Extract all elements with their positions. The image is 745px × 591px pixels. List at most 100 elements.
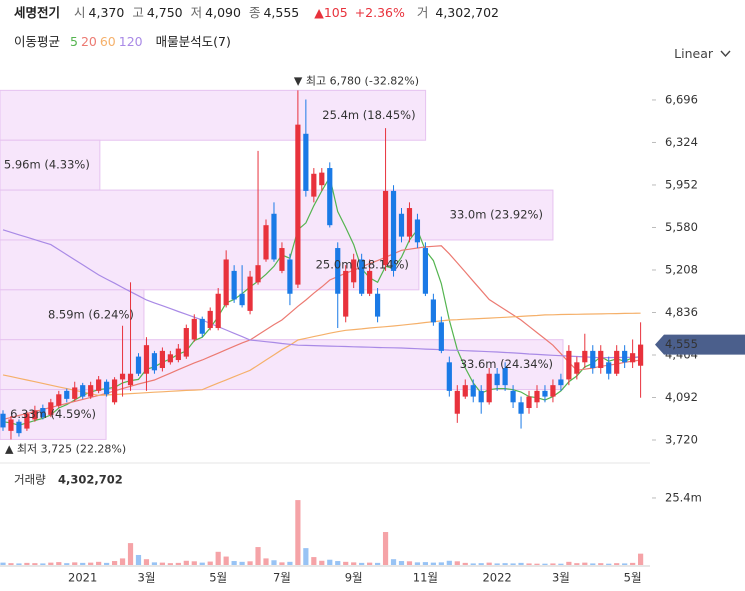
volume-total: 4,302,702 <box>58 473 123 487</box>
scale-menu[interactable]: Linear <box>674 46 731 61</box>
volume-bar <box>80 562 86 565</box>
candle-body <box>247 276 253 311</box>
candle-body <box>16 421 22 434</box>
volume-bar <box>622 563 628 565</box>
candle-body <box>80 385 86 397</box>
volume-bar <box>398 561 405 565</box>
candle-body <box>335 248 341 294</box>
candle-body <box>614 350 620 374</box>
volume-bar <box>287 561 293 565</box>
x-tick-label: 3월 <box>552 571 570 585</box>
candle-body <box>558 379 564 386</box>
volume-bar <box>223 556 229 565</box>
candle-body <box>343 270 349 317</box>
volume-bar <box>327 559 333 565</box>
volume-bar <box>24 562 30 565</box>
candle-body <box>390 190 397 271</box>
candle-body <box>398 213 405 237</box>
candle-body <box>526 396 532 409</box>
profile-band <box>0 339 564 391</box>
volume-bar <box>454 561 460 565</box>
ma-legend-entry: 60 <box>99 34 116 49</box>
candle-body <box>574 362 580 374</box>
candle-body <box>566 350 572 380</box>
volume-bar <box>574 563 580 565</box>
candle-body <box>486 373 492 403</box>
candle-body <box>598 350 604 369</box>
candle-body <box>231 270 237 300</box>
low-marker: ▲ 최저 3,725 (22.28%) <box>5 442 126 455</box>
profile-label: 5.96m (4.33%) <box>4 158 90 172</box>
candle-body <box>582 350 588 363</box>
profile-band <box>0 139 101 191</box>
candle-body <box>638 344 644 366</box>
candle-body <box>287 259 293 294</box>
y-tick-label: 4,836 <box>665 305 698 319</box>
candle-body <box>630 353 636 363</box>
candle-body <box>494 373 500 386</box>
candle-body <box>606 362 612 374</box>
volume-bar <box>606 563 612 565</box>
volume-bar <box>207 561 213 565</box>
stock-name: 세명전기 <box>14 5 61 20</box>
ma-label: 이동평균 <box>14 34 61 49</box>
candle-body <box>48 402 54 415</box>
change: ▲105 <box>314 5 348 20</box>
volume-bar <box>231 561 237 565</box>
y-tick-label: 6,324 <box>665 135 698 149</box>
candle-body <box>382 190 389 266</box>
candle-body <box>622 350 628 363</box>
x-tick-label: 2022 <box>482 571 511 585</box>
volume-bar <box>382 532 389 565</box>
field-value: 4,370 <box>88 5 125 20</box>
candle-body <box>223 259 229 306</box>
scale-label[interactable]: Linear <box>674 46 714 61</box>
y-tick-label: 6,696 <box>665 92 698 106</box>
volume-bar <box>343 561 349 565</box>
volume-bar <box>159 562 165 565</box>
volume-bar <box>590 563 596 565</box>
profile-band <box>0 239 420 291</box>
volume-bar <box>510 563 516 565</box>
candle-body <box>590 350 596 369</box>
candle-body <box>327 168 333 226</box>
candle-body <box>271 213 277 260</box>
volume-bar <box>446 560 452 565</box>
volume-bar <box>239 561 245 565</box>
candle-body <box>143 345 150 374</box>
x-tick-label: 5월 <box>209 571 227 585</box>
change-pct: +2.36% <box>354 5 405 20</box>
candle-body <box>303 133 309 191</box>
x-tick-label: 7월 <box>273 571 291 585</box>
volume-bar <box>40 563 46 565</box>
volume-tick-label: 25.4m <box>665 490 702 504</box>
ma-legend-entry: 120 <box>118 34 143 49</box>
chevron[interactable] <box>720 50 731 58</box>
x-tick-label: 2021 <box>68 571 97 585</box>
volume-title: 거래량 <box>14 473 46 487</box>
field-value: 4,555 <box>263 5 300 20</box>
volume-bar <box>32 563 38 565</box>
candle-body <box>367 270 373 294</box>
volume-bar <box>64 563 70 565</box>
quote-header: 세명전기 시 4,370 고 4,750 저 4,090 종 4,555 ▲105 +2.36… <box>14 2 502 21</box>
volume-bar <box>88 562 94 565</box>
candle-body <box>414 219 421 243</box>
candle-body <box>32 410 38 420</box>
volume-bar <box>614 563 620 565</box>
ma-legend: 이동평균 5 20 60 120 매물분석도(7) <box>14 31 234 50</box>
volume-bar <box>255 547 261 565</box>
volume-bar <box>96 561 102 565</box>
profile-band <box>0 89 427 141</box>
volume-bar <box>630 562 636 565</box>
candle-body <box>215 293 221 329</box>
volume-label: 거 <box>416 5 429 20</box>
x-tick-label: 9월 <box>345 571 363 585</box>
profile-band <box>0 389 107 440</box>
volume-bar <box>478 563 484 565</box>
profile-label: 8.59m (6.24%) <box>48 307 134 321</box>
candle-body <box>72 387 78 399</box>
volume-bar <box>119 558 126 565</box>
volume-bar <box>406 561 413 565</box>
candle-body <box>319 172 325 186</box>
